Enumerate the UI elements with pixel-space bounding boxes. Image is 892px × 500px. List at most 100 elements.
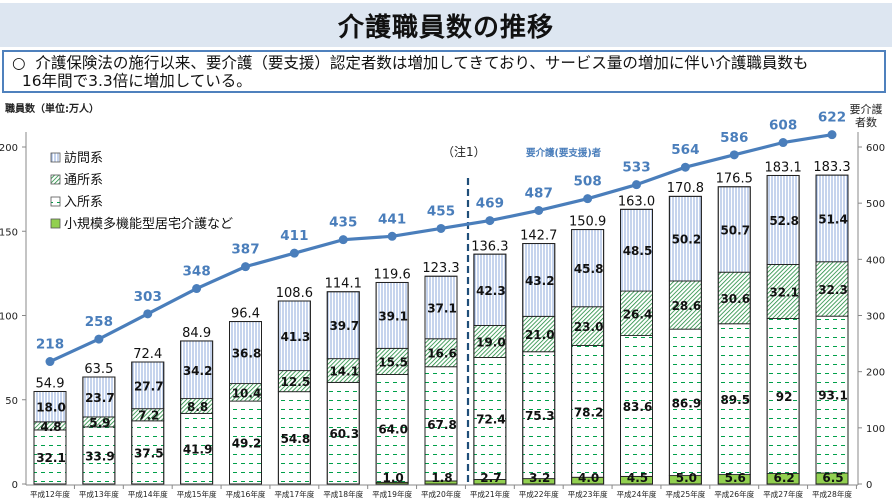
- legend-label-visit: 訪問系: [64, 150, 103, 166]
- legend-swatch-residential: [50, 196, 61, 207]
- line-series-label: 608: [769, 118, 797, 134]
- summary-line-2: 16年間で3.3倍に増加している。: [12, 72, 252, 90]
- line-series-label: 564: [671, 142, 699, 158]
- bar-segment-label: 67.8: [427, 418, 457, 432]
- bar-segment-label: 83.6: [623, 400, 653, 414]
- line-series-label: 441: [378, 211, 406, 227]
- bar-outline: [33, 390, 67, 485]
- line-series-point: [583, 194, 593, 204]
- line-series-label: 435: [329, 215, 357, 231]
- bar-segment-label: 26.4: [623, 307, 653, 321]
- line-series-point: [192, 284, 202, 294]
- bar-segment-label: 89.5: [720, 393, 750, 407]
- bar-segment-day: [571, 306, 605, 346]
- y-tick-label: 150: [0, 227, 18, 238]
- bar-outline: [620, 208, 653, 485]
- bar-segment-label: 51.4: [818, 212, 848, 226]
- bar-segment-label: 8.8: [187, 400, 208, 414]
- bar-segment-visit: [473, 253, 507, 326]
- bar-segment-label: 16.6: [427, 347, 457, 361]
- line-series-point: [387, 231, 397, 241]
- bar-outline: [815, 174, 849, 485]
- bar-segment-label: 14.1: [329, 365, 359, 379]
- y-tick-label: 50: [5, 396, 18, 407]
- bar-segment-residential: [815, 315, 849, 474]
- legend-label-small-multi: 小規模多機能型居宅介護など: [64, 216, 233, 232]
- summary-line-1: ○ 介護保険法の施行以来、要介護（要支援）認定者数は増加してきており、サービス量…: [12, 54, 809, 72]
- line-series-point: [436, 223, 446, 233]
- bar-segment-day: [620, 290, 653, 337]
- x-tick-label: 平成24年度: [616, 489, 656, 499]
- bar-outline: [82, 376, 116, 485]
- bar-segment-label: 32.3: [818, 283, 848, 297]
- bar-segment-label: 42.3: [476, 284, 506, 298]
- line-series-point: [338, 235, 348, 245]
- bar-total-label: 150.9: [569, 215, 606, 230]
- y2-tick-label: 100: [866, 424, 885, 435]
- line-series-label: 487: [525, 185, 553, 201]
- bar-segment-label: 19.0: [476, 335, 506, 349]
- bar-segment-label: 34.2: [183, 364, 213, 378]
- y2-tick-label: 500: [866, 199, 885, 210]
- bar-total-label: 183.1: [765, 160, 802, 175]
- line-series-point: [45, 357, 55, 367]
- bar-segment-label: 39.7: [329, 319, 359, 333]
- bar-outline: [766, 174, 800, 485]
- x-tick-label: 平成12年度: [30, 489, 70, 499]
- bar-total-label: 176.5: [716, 172, 753, 187]
- line-series-label: 622: [818, 110, 846, 126]
- bar-outline: [326, 291, 360, 485]
- line-series-label: 348: [183, 264, 211, 280]
- line-series-point: [729, 150, 739, 160]
- page-title: 介護職員数の推移: [337, 12, 554, 43]
- line-series-label: 411: [280, 228, 308, 244]
- bar-segment-label: 5.6: [725, 471, 746, 485]
- bar-segment-label: 39.1: [378, 309, 408, 323]
- bar-segment-day: [717, 271, 751, 325]
- line-series-point: [94, 334, 104, 344]
- bar-total-label: 54.9: [36, 376, 65, 391]
- bar-segment-label: 3.2: [529, 471, 550, 485]
- x-tick-label: 平成20年度: [421, 489, 461, 499]
- bar-outline: [375, 281, 409, 485]
- x-tick-label: 平成15年度: [177, 489, 217, 499]
- bar-segment-residential: [82, 426, 116, 485]
- line-series-label: 258: [85, 314, 113, 330]
- line-series-point: [289, 248, 299, 258]
- x-tick-label: 平成28年度: [812, 489, 852, 499]
- x-tick-label: 平成19年度: [372, 489, 412, 499]
- bar-segment-label: 6.5: [822, 471, 843, 485]
- line-series-point: [632, 180, 641, 190]
- bar-segment-label: 45.8: [574, 262, 604, 276]
- bar-segment-visit: [815, 174, 849, 263]
- bar-outline: [131, 361, 165, 485]
- x-tick-label: 平成13年度: [79, 489, 119, 499]
- x-tick-label: 平成23年度: [568, 489, 608, 499]
- bar-segment-label: 23.0: [574, 320, 604, 334]
- bar-segment-label: 6.2: [773, 471, 794, 485]
- bar-total-label: 108.6: [276, 286, 313, 301]
- bar-segment-label: 15.5: [378, 355, 408, 369]
- summary-box: ○ 介護保険法の施行以来、要介護（要支援）認定者数は増加してきており、サービス量…: [2, 50, 886, 93]
- bar-segment-label: 54.8: [281, 432, 311, 446]
- y-tick-label: 200: [0, 143, 18, 154]
- bar-segment-day: [375, 347, 409, 375]
- legend-swatch-small-multi: [50, 218, 61, 229]
- bar-segment-label: 4.0: [578, 471, 599, 485]
- y2-tick-label: 600: [866, 143, 885, 154]
- line-series-label: 469: [476, 196, 504, 212]
- bar-segment-label: 37.1: [427, 301, 457, 315]
- bar-outline: [717, 186, 751, 485]
- line-series-point: [241, 262, 250, 272]
- bar-segment-label: 5.9: [89, 416, 110, 430]
- x-tick-label: 平成18年度: [323, 489, 363, 499]
- bar-segment-label: 5.0: [676, 471, 697, 485]
- note-label: （注1）: [442, 144, 486, 159]
- y2-tick-label: 300: [866, 312, 885, 323]
- bar-segment-residential: [522, 351, 556, 480]
- line-series-point: [534, 205, 544, 215]
- x-tick-label: 平成21年度: [470, 489, 510, 499]
- bar-segment-label: 28.6: [672, 299, 702, 313]
- line-series-label: 455: [427, 203, 455, 219]
